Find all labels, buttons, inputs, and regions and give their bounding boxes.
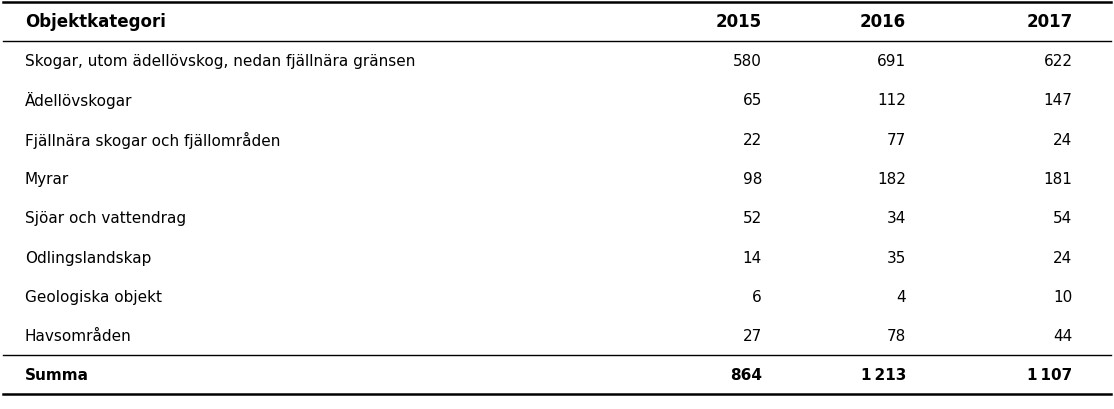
Text: 864: 864 [730,367,762,382]
Text: 24: 24 [1053,133,1073,147]
Text: 14: 14 [743,250,762,265]
Text: 2016: 2016 [860,13,906,31]
Text: 6: 6 [752,289,762,304]
Text: Myrar: Myrar [25,171,69,187]
Text: 98: 98 [743,171,762,187]
Text: 27: 27 [743,328,762,343]
Text: 182: 182 [878,171,906,187]
Text: Summa: Summa [25,367,89,382]
Text: Sjöar och vattendrag: Sjöar och vattendrag [25,211,186,226]
Text: Objektkategori: Objektkategori [25,13,166,31]
Text: 35: 35 [887,250,906,265]
Text: 2015: 2015 [716,13,762,31]
Text: 24: 24 [1053,250,1073,265]
Text: Geologiska objekt: Geologiska objekt [25,289,162,304]
Text: 112: 112 [878,93,906,108]
Text: 4: 4 [897,289,906,304]
Text: 78: 78 [887,328,906,343]
Text: Ädellövskogar: Ädellövskogar [25,92,133,109]
Text: Havsområden: Havsområden [25,328,131,343]
Text: 181: 181 [1044,171,1073,187]
Text: 1 213: 1 213 [861,367,906,382]
Text: 622: 622 [1044,54,1073,69]
Text: 54: 54 [1053,211,1073,226]
Text: 1 107: 1 107 [1027,367,1073,382]
Text: 77: 77 [887,133,906,147]
Text: Skogar, utom ädellövskog, nedan fjällnära gränsen: Skogar, utom ädellövskog, nedan fjällnär… [25,54,416,69]
Text: Odlingslandskap: Odlingslandskap [25,250,152,265]
Text: 44: 44 [1053,328,1073,343]
Text: 10: 10 [1053,289,1073,304]
Text: 2017: 2017 [1026,13,1073,31]
Text: 691: 691 [877,54,906,69]
Text: Fjällnära skogar och fjällområden: Fjällnära skogar och fjällområden [25,131,281,148]
Text: 580: 580 [733,54,762,69]
Text: 147: 147 [1044,93,1073,108]
Text: 52: 52 [743,211,762,226]
Text: 65: 65 [743,93,762,108]
Text: 22: 22 [743,133,762,147]
Text: 34: 34 [887,211,906,226]
